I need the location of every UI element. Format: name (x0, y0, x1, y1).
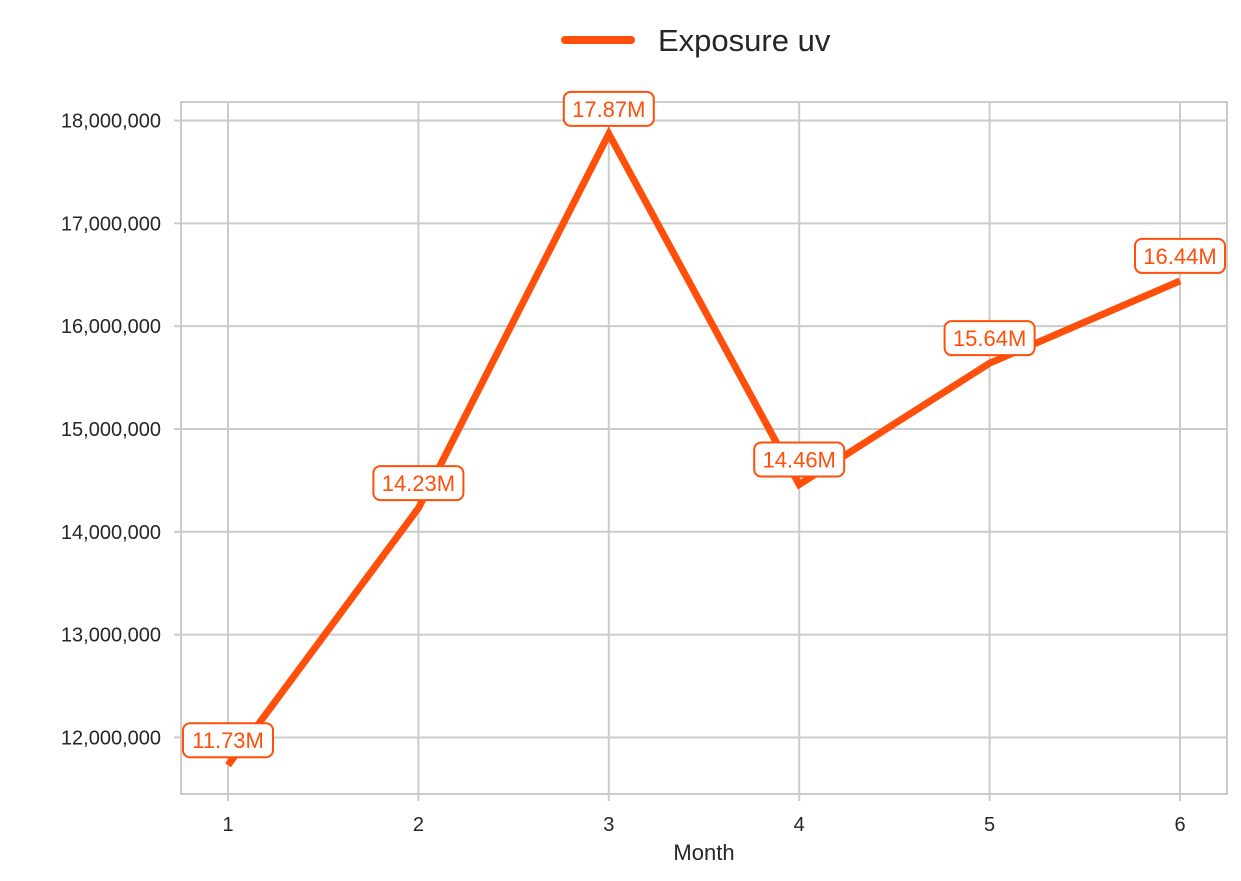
legend: Exposure uv (561, 23, 831, 58)
y-tick-label: 18,000,000 (61, 111, 161, 133)
data-label-box (562, 90, 655, 127)
x-tick-label: 1 (222, 814, 233, 836)
x-tick-label: 6 (1174, 814, 1185, 836)
data-label: 17.87M (572, 97, 645, 122)
data-label-box (753, 441, 846, 478)
y-tick-label: 15,000,000 (61, 419, 161, 441)
data-label-box (182, 722, 274, 759)
series-line-exposure-uv (225, 126, 1182, 768)
data-label: 14.23M (382, 471, 455, 496)
y-tick-label: 13,000,000 (61, 625, 161, 647)
data-label: 16.44M (1143, 244, 1216, 269)
data-label: 11.73M (192, 728, 264, 753)
plot-frame (180, 101, 1228, 795)
y-tick-label: 17,000,000 (61, 213, 161, 235)
y-tick-label: 16,000,000 (61, 316, 161, 338)
grid-layer (181, 102, 1227, 794)
x-tick-label: 5 (984, 814, 995, 836)
data-label: 14.46M (763, 448, 836, 473)
y-tick-label: 12,000,000 (61, 727, 161, 749)
x-tick-label: 4 (794, 814, 805, 836)
series-layer (225, 126, 1182, 768)
data-label: 15.64M (953, 326, 1026, 351)
data-labels-layer: 11.73M 14.23M 17.87M 14.46M 15.64M 16.44M (182, 90, 1226, 759)
x-axis-title: Month (673, 840, 734, 865)
y-tick-label: 14,000,000 (61, 522, 161, 544)
x-tick-label: 3 (603, 814, 614, 836)
x-tick-label: 2 (413, 814, 424, 836)
data-label-box (1134, 237, 1226, 274)
data-label-box (943, 320, 1036, 357)
data-label-box (372, 465, 465, 502)
y-axis: 12,000,000 13,000,000 14,000,000 15,000,000… (61, 111, 181, 749)
x-axis: 1 2 3 4 5 6 (222, 794, 1186, 836)
legend-label: Exposure uv (658, 23, 831, 58)
